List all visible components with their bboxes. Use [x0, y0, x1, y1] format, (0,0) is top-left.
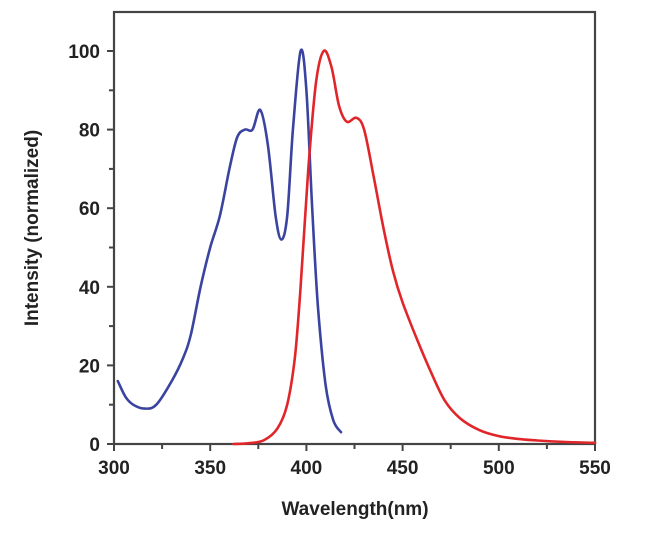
plot-frame [112, 10, 597, 446]
series-excitation [116, 48, 343, 434]
x-tick-label: 350 [194, 458, 226, 479]
series-layer [116, 48, 597, 446]
y-tick-label: 60 [79, 199, 100, 220]
y-tick-label: 100 [68, 42, 100, 63]
x-axis-ticks: 300 350 400 450 500 550 [98, 444, 611, 479]
y-axis-ticks: 0 20 40 60 80 100 [68, 42, 114, 456]
x-tick-label: 450 [387, 458, 419, 479]
x-tick-label: 400 [291, 458, 323, 479]
x-axis-label: Wavelength(nm) [281, 499, 428, 520]
plot-area [112, 10, 597, 446]
x-tick-label: 300 [98, 458, 130, 479]
y-tick-label: 40 [79, 278, 100, 299]
y-tick-label: 20 [79, 356, 100, 377]
x-tick-label: 500 [483, 458, 515, 479]
emission-line [232, 49, 597, 446]
excitation-line [116, 48, 343, 434]
series-emission [232, 49, 597, 446]
x-tick-label: 550 [579, 458, 611, 479]
y-axis-label: Intensity (normalized) [22, 130, 43, 326]
y-tick-label: 80 [79, 121, 100, 142]
y-tick-label: 0 [89, 435, 100, 456]
